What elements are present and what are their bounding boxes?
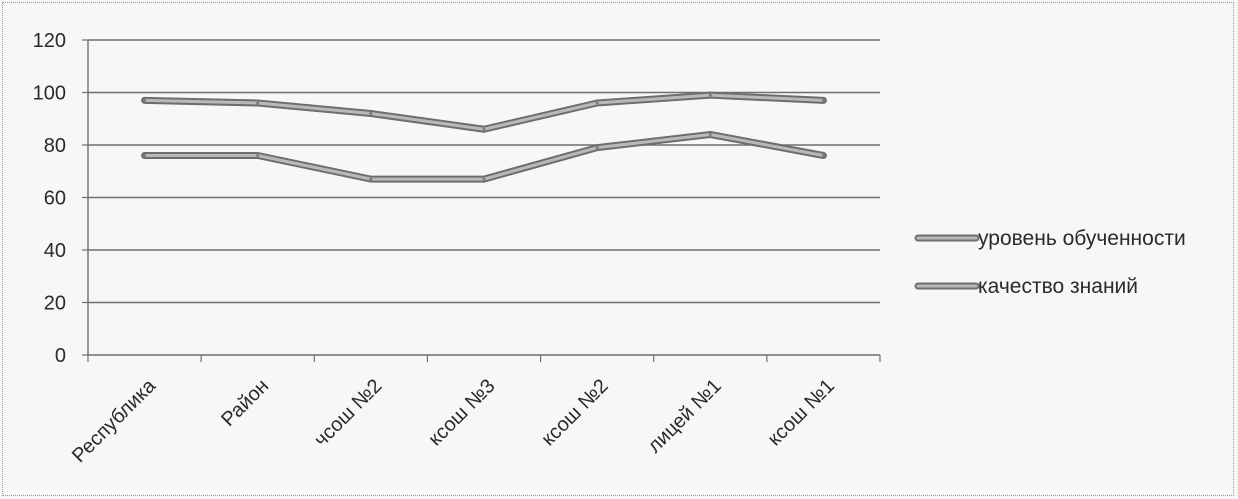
series-lines — [141, 91, 827, 183]
x-tick-label: ксош №2 — [537, 375, 612, 450]
data-point — [482, 177, 486, 181]
data-point — [256, 154, 260, 157]
y-tick-labels: 0 20 40 60 80 100 120 — [33, 30, 66, 367]
data-point — [821, 154, 825, 157]
x-tick-label: чсош №2 — [310, 375, 386, 451]
y-tick-label: 80 — [44, 135, 66, 157]
data-point — [482, 127, 486, 131]
y-tick-label: 20 — [44, 293, 66, 315]
data-point — [708, 133, 712, 136]
x-tick-labels: Республика Район чсош №2 ксош №3 ксош №2 лице… — [68, 374, 839, 467]
data-point — [821, 98, 825, 102]
legend-label: уровень обученности — [978, 227, 1186, 250]
y-tick-label: 100 — [33, 83, 66, 105]
data-point — [369, 177, 373, 181]
legend: уровень обученности качество знаний — [914, 227, 1186, 298]
data-point — [143, 154, 147, 157]
y-tick-label: 60 — [44, 188, 66, 210]
x-tick-label: Район — [217, 375, 273, 431]
x-tick-label: ксош №1 — [764, 375, 839, 450]
data-point — [143, 98, 147, 102]
data-point — [595, 146, 599, 150]
data-point — [595, 101, 599, 105]
y-tick-label: 120 — [33, 30, 66, 52]
legend-label: качество знаний — [978, 275, 1138, 298]
x-tick-label: ксош №3 — [424, 375, 499, 450]
x-tick-label: Республика — [68, 374, 161, 467]
gridlines — [88, 39, 880, 304]
axes — [82, 39, 881, 362]
y-tick-label: 40 — [44, 240, 66, 262]
y-tick-label: 0 — [55, 345, 66, 367]
x-tick-label: лицей №1 — [643, 375, 725, 457]
data-point — [256, 101, 260, 105]
data-point — [369, 112, 373, 115]
series-line-outline — [141, 91, 827, 133]
data-point — [708, 93, 712, 97]
series-line — [143, 133, 825, 181]
